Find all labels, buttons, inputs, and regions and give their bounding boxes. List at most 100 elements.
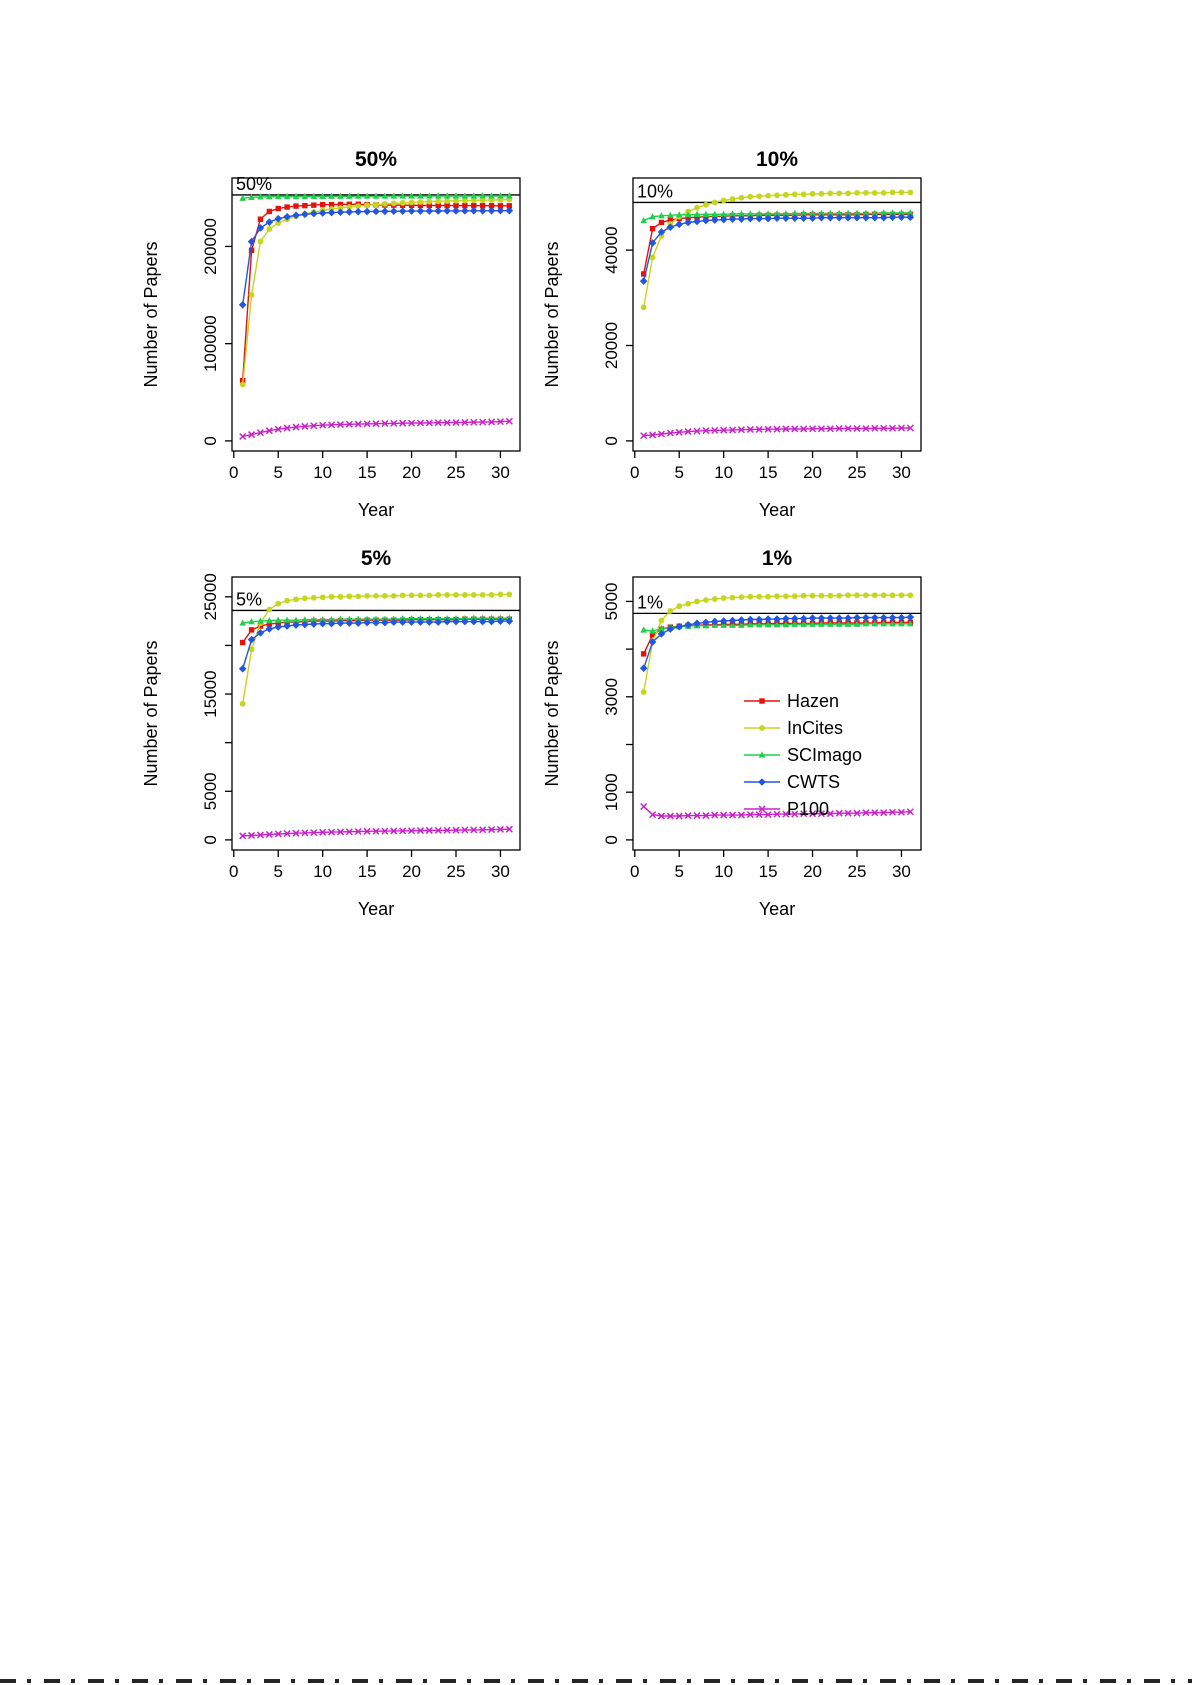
marker-diamond [826, 213, 835, 222]
marker-circle [738, 194, 745, 201]
panel-title: 5% [361, 547, 392, 570]
y-tick-label: 40000 [602, 226, 621, 273]
marker-diamond [354, 207, 363, 216]
marker-triangle [889, 209, 896, 216]
marker-diamond [906, 613, 915, 621]
marker-x [835, 809, 843, 817]
marker-triangle [702, 210, 710, 217]
x-tick-label: 10 [714, 463, 733, 482]
marker-triangle [372, 192, 380, 199]
marker-circle [827, 592, 834, 599]
marker-triangle [292, 192, 300, 200]
x-tick-label: 15 [358, 463, 377, 482]
marker-circle [310, 594, 317, 601]
x-tick-label: 5 [674, 463, 683, 482]
marker-square [640, 271, 647, 277]
y-tick-label: 0 [201, 436, 220, 445]
marker-triangle [363, 615, 371, 622]
marker-x [773, 810, 781, 818]
marker-diamond [372, 207, 380, 216]
marker-triangle [640, 626, 647, 633]
panel-title: 10% [756, 148, 798, 171]
marker-triangle [738, 210, 745, 217]
marker-x [844, 809, 852, 817]
marker-circle [827, 190, 834, 197]
marker-triangle [408, 192, 415, 199]
marker-triangle [898, 209, 905, 216]
marker-circle [800, 191, 807, 198]
marker-circle [720, 595, 727, 601]
marker-square [248, 247, 255, 254]
marker-x [443, 826, 451, 834]
marker-square [640, 651, 647, 657]
marker-triangle [773, 210, 781, 217]
marker-x [729, 426, 737, 434]
y-tick-label: 0 [201, 835, 220, 844]
marker-x [239, 832, 247, 840]
marker-square [694, 214, 700, 220]
marker-circle [791, 191, 798, 198]
marker-diamond [879, 613, 888, 622]
x-tick-label: 25 [848, 862, 867, 881]
marker-diamond [758, 778, 766, 786]
marker-x [889, 424, 897, 432]
marker-diamond [737, 215, 746, 223]
marker-circle [506, 591, 513, 598]
marker-triangle [337, 615, 344, 622]
x-tick-label: 20 [803, 862, 822, 881]
marker-square [257, 623, 264, 629]
marker-square [266, 621, 273, 627]
y-tick-label: 3000 [602, 678, 621, 716]
marker-circle [871, 592, 878, 599]
marker-diamond [657, 228, 666, 236]
marker-diamond [808, 214, 817, 222]
x-tick-label: 10 [313, 463, 332, 482]
marker-diamond [853, 613, 861, 622]
marker-circle [836, 190, 843, 197]
plot-box [231, 177, 521, 452]
marker-diamond [826, 614, 835, 622]
marker-triangle [675, 211, 683, 218]
marker-x [488, 418, 496, 426]
marker-diamond [238, 664, 247, 673]
marker-square [248, 627, 255, 633]
marker-circle [444, 591, 451, 598]
marker-x [897, 424, 905, 432]
marker-circle [649, 254, 656, 261]
marker-triangle [470, 614, 478, 621]
marker-circle [293, 596, 299, 603]
chart-panel-50pct: 0 5 10 15 20 25 30 0 100000 200000 50% Year Number o… [95, 142, 545, 562]
marker-x [390, 827, 398, 835]
marker-triangle [800, 620, 807, 627]
marker-diamond [666, 223, 675, 232]
marker-diamond [407, 618, 416, 626]
marker-square [319, 201, 326, 208]
marker-triangle [301, 192, 309, 199]
marker-circle [676, 603, 683, 610]
marker-triangle [729, 621, 736, 628]
marker-circle [738, 594, 745, 601]
marker-x [505, 417, 513, 425]
marker-diamond [844, 614, 852, 622]
marker-circle [907, 189, 914, 196]
marker-diamond [790, 214, 799, 222]
threshold-label: 10% [637, 181, 673, 201]
marker-diamond [675, 622, 684, 631]
x-tick-label: 15 [759, 862, 778, 881]
marker-triangle [301, 616, 309, 623]
marker-circle [862, 592, 869, 599]
marker-diamond [398, 618, 407, 626]
y-tick-label: 1000 [602, 773, 621, 811]
marker-triangle [773, 621, 781, 628]
marker-diamond [265, 625, 274, 633]
marker-x [844, 424, 852, 433]
marker-x [862, 424, 870, 433]
marker-diamond [844, 213, 852, 222]
marker-circle [497, 591, 504, 598]
marker-x [363, 827, 371, 835]
marker-x [354, 420, 362, 428]
marker-triangle [844, 620, 852, 627]
marker-circle [759, 725, 765, 731]
marker-triangle [239, 619, 246, 626]
x-tick-label: 5 [273, 862, 282, 881]
